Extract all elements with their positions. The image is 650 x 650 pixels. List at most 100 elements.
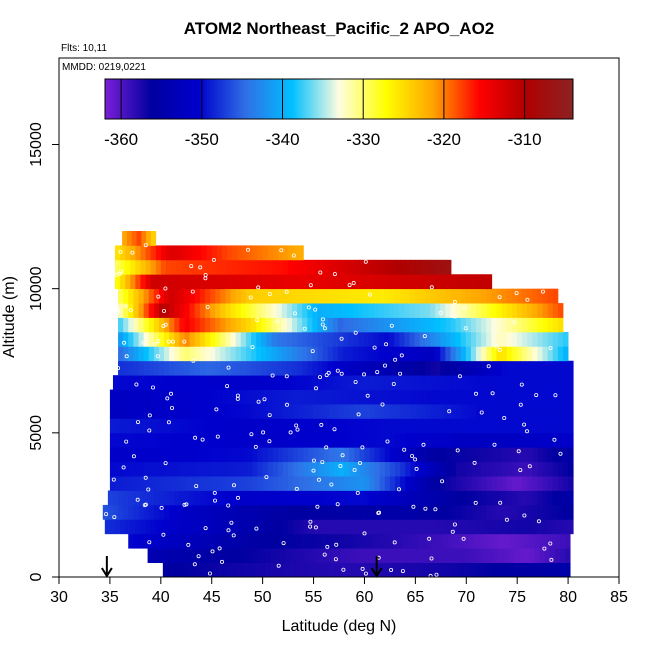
heatmap-cell [128,303,134,318]
heatmap-cell [118,504,124,520]
heatmap-cell [501,519,508,535]
heatmap-cell [312,303,318,318]
heatmap-cell [537,331,543,347]
heatmap-cell [138,375,145,390]
heatmap-cell [507,432,513,448]
heatmap-cell [216,389,223,405]
heatmap-cell [298,461,304,477]
heatmap-cell [333,404,340,419]
heatmap-cell [123,346,129,362]
heatmap-cell [109,461,116,477]
heatmap-cell [507,476,513,491]
sample-point [332,272,337,277]
colorbar-tick-label-2: -340 [266,130,300,149]
heatmap-cell [363,346,370,362]
heatmap-cell [377,533,383,549]
heatmap-cell [414,317,421,333]
heatmap-cell [235,331,242,347]
sample-point [452,314,457,319]
heatmap-cell [323,404,330,419]
heatmap-cell [283,432,289,448]
heatmap-cell [232,389,238,405]
heatmap-cell [389,476,396,491]
heatmap-cell [332,360,339,376]
heatmap-row-17 [118,317,564,333]
heatmap-cell [424,504,431,520]
heatmap-cell [481,447,488,463]
heatmap-cell [328,447,335,463]
heatmap-cell [171,245,177,261]
sample-point [308,519,313,524]
heatmap-cell [194,504,201,520]
heatmap-cell [547,360,554,376]
heatmap-cell [405,418,411,434]
heatmap-cell [164,317,170,333]
heatmap-cell [344,447,350,463]
heatmap-cell [323,259,330,275]
heatmap-cell [395,389,401,405]
heatmap-cell [410,259,416,275]
heatmap-cell [476,461,482,477]
heatmap-cell [476,418,482,434]
heatmap-cell [157,548,164,563]
heatmap-cell [517,447,523,463]
heatmap-cell [465,331,472,347]
heatmap-cell [325,548,332,563]
heatmap-cell [313,274,320,290]
heatmap-cell [328,274,335,290]
heatmap-cell [303,476,309,491]
heatmap-cell [230,360,237,376]
heatmap-cell [470,504,477,520]
sample-point [396,487,401,492]
heatmap-cell [455,504,462,520]
heatmap-cell [400,519,406,535]
heatmap-cell [118,331,124,347]
heatmap-cell [267,404,274,419]
heatmap-cell [120,259,126,275]
heatmap-cell [150,259,157,275]
heatmap-cell [348,317,354,333]
heatmap-cell [257,259,264,275]
heatmap-cell [404,360,410,376]
heatmap-cell [227,447,233,463]
heatmap-cell [430,360,436,376]
heatmap-cell [430,404,437,419]
sample-point [264,475,269,480]
heatmap-cell [547,476,554,491]
heatmap-cell [252,432,258,448]
heatmap-cell [256,303,262,318]
heatmap-cell [206,259,213,275]
heatmap-cell [312,288,318,304]
heatmap-cell [307,331,313,347]
heatmap-cell [496,375,502,390]
heatmap-cell [295,562,301,578]
heatmap-cell [251,375,257,390]
heatmap-cell [458,533,464,549]
heatmap-cell [389,317,395,333]
sample-point [339,336,344,341]
sample-point [163,461,168,466]
heatmap-cell [288,259,294,275]
heatmap-cell [568,504,574,520]
heatmap-cell [138,504,145,520]
heatmap-cell [552,346,559,362]
x-tick-label-10: 80 [559,589,577,606]
heatmap-cell [389,418,396,434]
heatmap-cell [391,548,398,563]
sample-point [363,571,368,576]
heatmap-cell [173,533,180,549]
sample-point [284,289,289,294]
heatmap-cell [435,375,441,390]
sample-point [135,497,140,502]
heatmap-cell [210,288,216,304]
heatmap-cell [186,389,192,405]
heatmap-cell [133,490,139,506]
heatmap-cell [237,447,243,463]
heatmap-cell [522,404,528,419]
heatmap-cell [254,562,260,578]
heatmap-cell [455,360,462,376]
heatmap-cell [191,389,197,405]
sample-point [226,503,231,508]
heatmap-cell [181,418,187,434]
